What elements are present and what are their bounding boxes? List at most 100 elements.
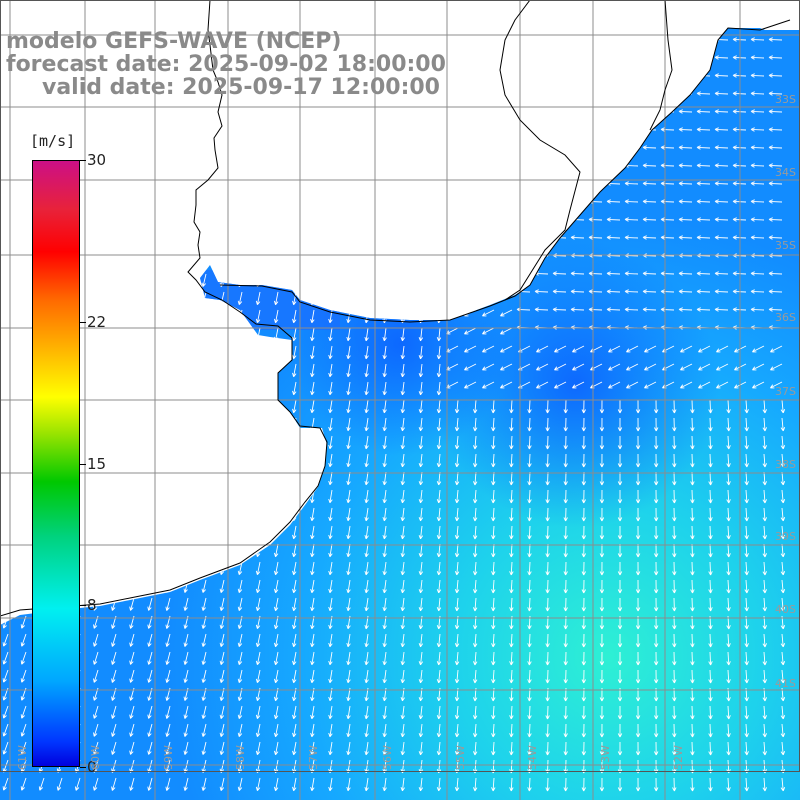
wind-arrow — [672, 543, 677, 558]
wind-arrow — [678, 271, 693, 276]
wind-arrow — [183, 471, 189, 485]
wind-arrow — [20, 129, 27, 143]
wind-arrow — [255, 165, 261, 179]
wind-arrow — [292, 597, 297, 612]
wind-arrow — [570, 91, 585, 96]
wind-arrow — [418, 435, 424, 450]
wind-arrow — [20, 291, 27, 305]
wind-arrow — [491, 399, 496, 414]
wind-arrow — [642, 271, 657, 276]
wind-arrow — [147, 489, 153, 503]
wind-arrow — [346, 363, 351, 378]
wind-arrow — [617, 706, 623, 720]
wind-arrow — [418, 651, 424, 666]
wind-arrow — [346, 453, 351, 468]
wind-arrow — [714, 91, 729, 96]
wind-arrow — [516, 217, 531, 222]
wind-arrow — [696, 127, 711, 132]
wind-arrow — [382, 165, 387, 180]
wind-arrow — [696, 145, 711, 150]
wind-arrow — [527, 651, 532, 666]
wind-arrow — [273, 651, 279, 666]
wind-arrow — [201, 471, 207, 485]
wind-arrow — [780, 435, 786, 450]
wind-arrow — [201, 543, 207, 557]
wind-arrow — [382, 219, 387, 234]
wind-arrow — [762, 723, 768, 738]
wind-arrow — [644, 381, 657, 389]
wind-arrow — [509, 543, 514, 558]
wind-arrow — [418, 129, 424, 144]
wind-arrow — [472, 471, 478, 486]
wind-arrow — [436, 165, 442, 180]
wind-arrow — [255, 723, 261, 737]
wind-arrow — [310, 363, 315, 378]
wind-arrow — [418, 399, 424, 414]
wind-arrow — [382, 651, 387, 666]
wind-arrow — [762, 561, 768, 576]
wind-arrow — [273, 147, 279, 162]
wind-arrow — [588, 55, 603, 60]
wind-arrow — [624, 91, 639, 96]
wind-arrow — [672, 561, 677, 576]
wind-arrow — [237, 507, 243, 521]
wind-arrow — [364, 345, 369, 360]
wind-arrow — [56, 111, 63, 125]
wind-arrow — [400, 183, 405, 198]
wind-arrow — [726, 651, 731, 666]
wind-arrow — [183, 219, 189, 233]
wind-arrow — [750, 289, 765, 294]
wind-arrow — [364, 273, 369, 288]
wind-arrow — [464, 165, 477, 173]
wind-arrow — [364, 435, 369, 450]
wind-arrow — [599, 435, 605, 450]
wind-arrow — [219, 669, 225, 683]
wind-arrow — [165, 777, 171, 791]
wind-arrow — [464, 39, 477, 47]
wind-arrow — [111, 237, 117, 251]
wind-arrow — [624, 217, 639, 222]
wind-arrow — [509, 669, 514, 684]
wind-arrow — [482, 327, 495, 335]
wind-arrow — [165, 417, 171, 431]
wind-arrow — [509, 633, 514, 648]
wind-arrow — [255, 579, 261, 593]
wind-arrow — [599, 417, 605, 432]
wind-arrow — [672, 453, 677, 468]
wind-arrow — [770, 345, 783, 353]
wind-arrow — [624, 199, 639, 204]
wind-arrow — [237, 453, 243, 467]
wind-arrow — [708, 579, 713, 594]
wind-arrow — [418, 507, 424, 522]
wind-arrow — [534, 73, 549, 78]
wind-arrow — [346, 201, 351, 216]
wind-arrow — [563, 507, 568, 522]
wind-arrow — [527, 633, 532, 648]
wind-arrow — [364, 309, 369, 324]
wind-arrow — [364, 219, 369, 234]
wind-arrow — [2, 273, 9, 287]
wind-arrow — [129, 327, 135, 341]
wind-arrow — [255, 345, 261, 359]
wind-arrow — [768, 109, 783, 114]
wind-arrow — [500, 345, 513, 353]
wind-arrow — [635, 651, 641, 666]
wind-arrow — [292, 741, 297, 756]
wind-arrow — [201, 525, 207, 539]
wind-arrow — [400, 525, 405, 540]
wind-arrow — [545, 417, 550, 432]
wind-arrow — [219, 489, 225, 503]
wind-arrow — [292, 705, 297, 720]
wind-arrow — [201, 723, 207, 737]
wind-arrow — [201, 147, 207, 161]
wind-arrow — [183, 111, 189, 125]
wind-arrow — [93, 435, 99, 449]
wind-arrow — [509, 741, 514, 756]
wind-arrow — [74, 111, 81, 125]
wind-arrow — [491, 651, 496, 666]
wind-arrow — [726, 435, 731, 450]
wind-arrow — [617, 454, 623, 468]
wind-arrow — [165, 561, 171, 575]
wind-arrow — [744, 471, 749, 486]
wind-arrow — [364, 165, 369, 180]
